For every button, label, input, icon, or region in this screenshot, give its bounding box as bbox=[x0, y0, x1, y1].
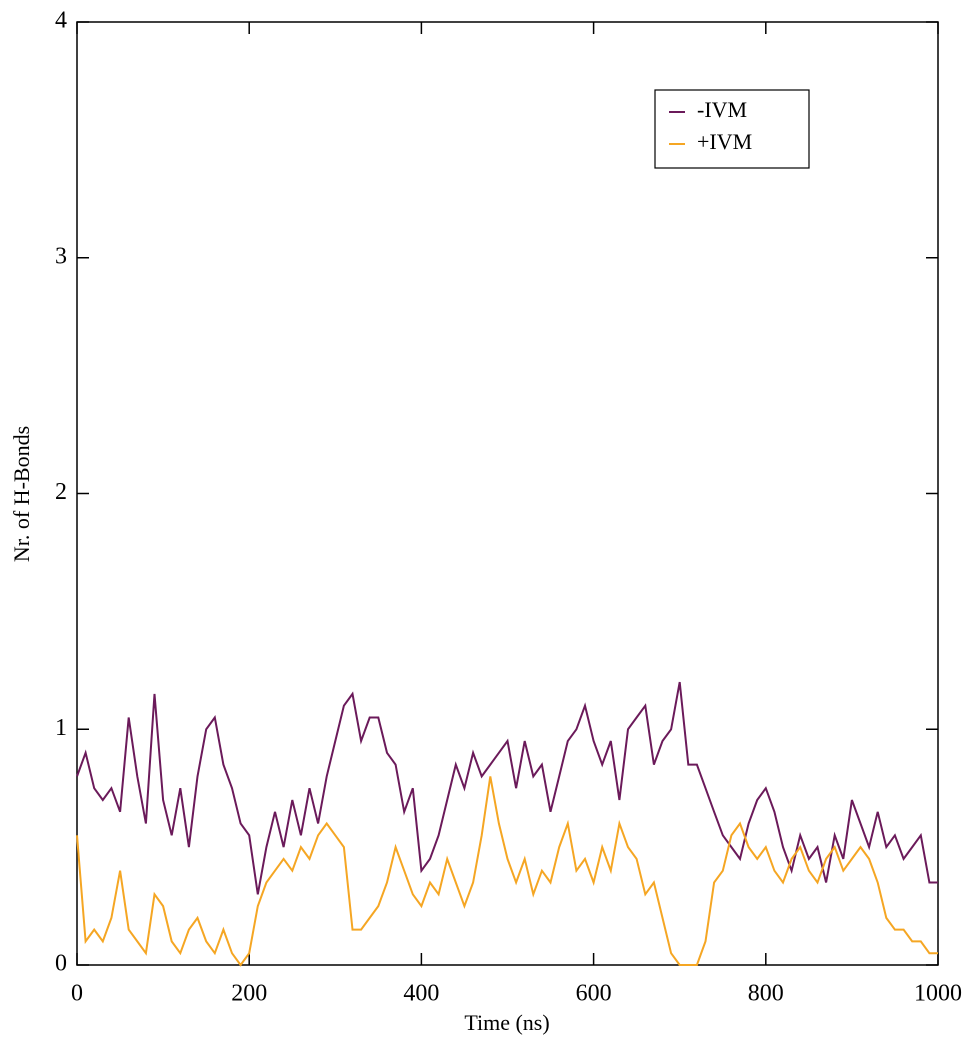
x-tick-label: 800 bbox=[748, 981, 784, 1007]
legend-label: -IVM bbox=[697, 97, 747, 122]
y-tick-label: 0 bbox=[55, 951, 67, 977]
x-tick-label: 600 bbox=[576, 981, 612, 1007]
y-tick-label: 3 bbox=[55, 243, 67, 269]
x-tick-label: 0 bbox=[71, 981, 83, 1007]
y-axis-label: Nr. of H-Bonds bbox=[9, 426, 34, 562]
x-tick-label: 200 bbox=[231, 981, 267, 1007]
x-tick-label: 400 bbox=[403, 981, 439, 1007]
y-tick-label: 1 bbox=[55, 715, 67, 741]
legend-label: +IVM bbox=[697, 129, 752, 154]
y-tick-label: 4 bbox=[55, 8, 67, 34]
legend-box bbox=[654, 89, 810, 169]
x-tick-label: 1000 bbox=[914, 981, 962, 1007]
series-line bbox=[76, 681, 938, 895]
y-tick-label: 2 bbox=[55, 479, 67, 505]
series-line bbox=[76, 776, 938, 967]
x-axis-label: Time (ns) bbox=[464, 1010, 549, 1035]
